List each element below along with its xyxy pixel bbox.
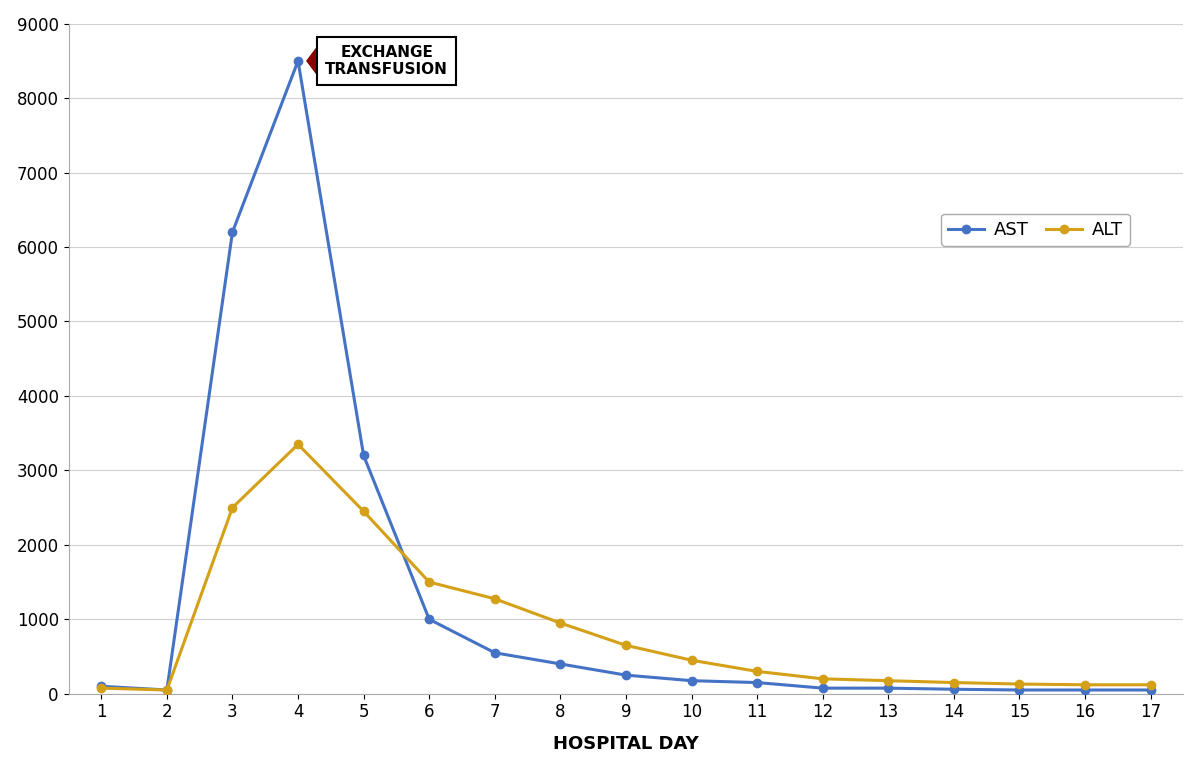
ALT [947, 678, 961, 687]
AST [160, 685, 174, 695]
AST [816, 684, 830, 693]
ALT [356, 507, 371, 516]
AST [1144, 685, 1158, 695]
AST [290, 56, 305, 65]
AST [226, 227, 240, 236]
AST [356, 451, 371, 460]
ALT [1144, 680, 1158, 689]
AST [422, 614, 437, 624]
ALT [1012, 679, 1026, 688]
ALT [619, 641, 634, 650]
ALT [881, 676, 895, 685]
AST [619, 671, 634, 680]
AST [487, 648, 502, 658]
ALT [226, 503, 240, 512]
ALT [160, 685, 174, 695]
AST [553, 659, 568, 668]
ALT [750, 667, 764, 676]
X-axis label: HOSPITAL DAY: HOSPITAL DAY [553, 735, 698, 753]
ALT [422, 578, 437, 587]
ALT [684, 655, 698, 665]
ALT [816, 675, 830, 684]
Legend: AST, ALT: AST, ALT [941, 213, 1129, 246]
ALT [94, 684, 108, 693]
ALT [1078, 680, 1092, 689]
AST [684, 676, 698, 685]
ALT [290, 440, 305, 449]
AST [94, 681, 108, 691]
ALT [553, 618, 568, 628]
AST [750, 678, 764, 687]
Line: AST: AST [97, 57, 1154, 695]
AST [947, 685, 961, 694]
AST [1078, 685, 1092, 695]
AST [1012, 685, 1026, 695]
Line: ALT: ALT [97, 440, 1154, 695]
AST [881, 684, 895, 693]
Text: EXCHANGE
TRANSFUSION: EXCHANGE TRANSFUSION [306, 45, 448, 77]
ALT [487, 594, 502, 604]
